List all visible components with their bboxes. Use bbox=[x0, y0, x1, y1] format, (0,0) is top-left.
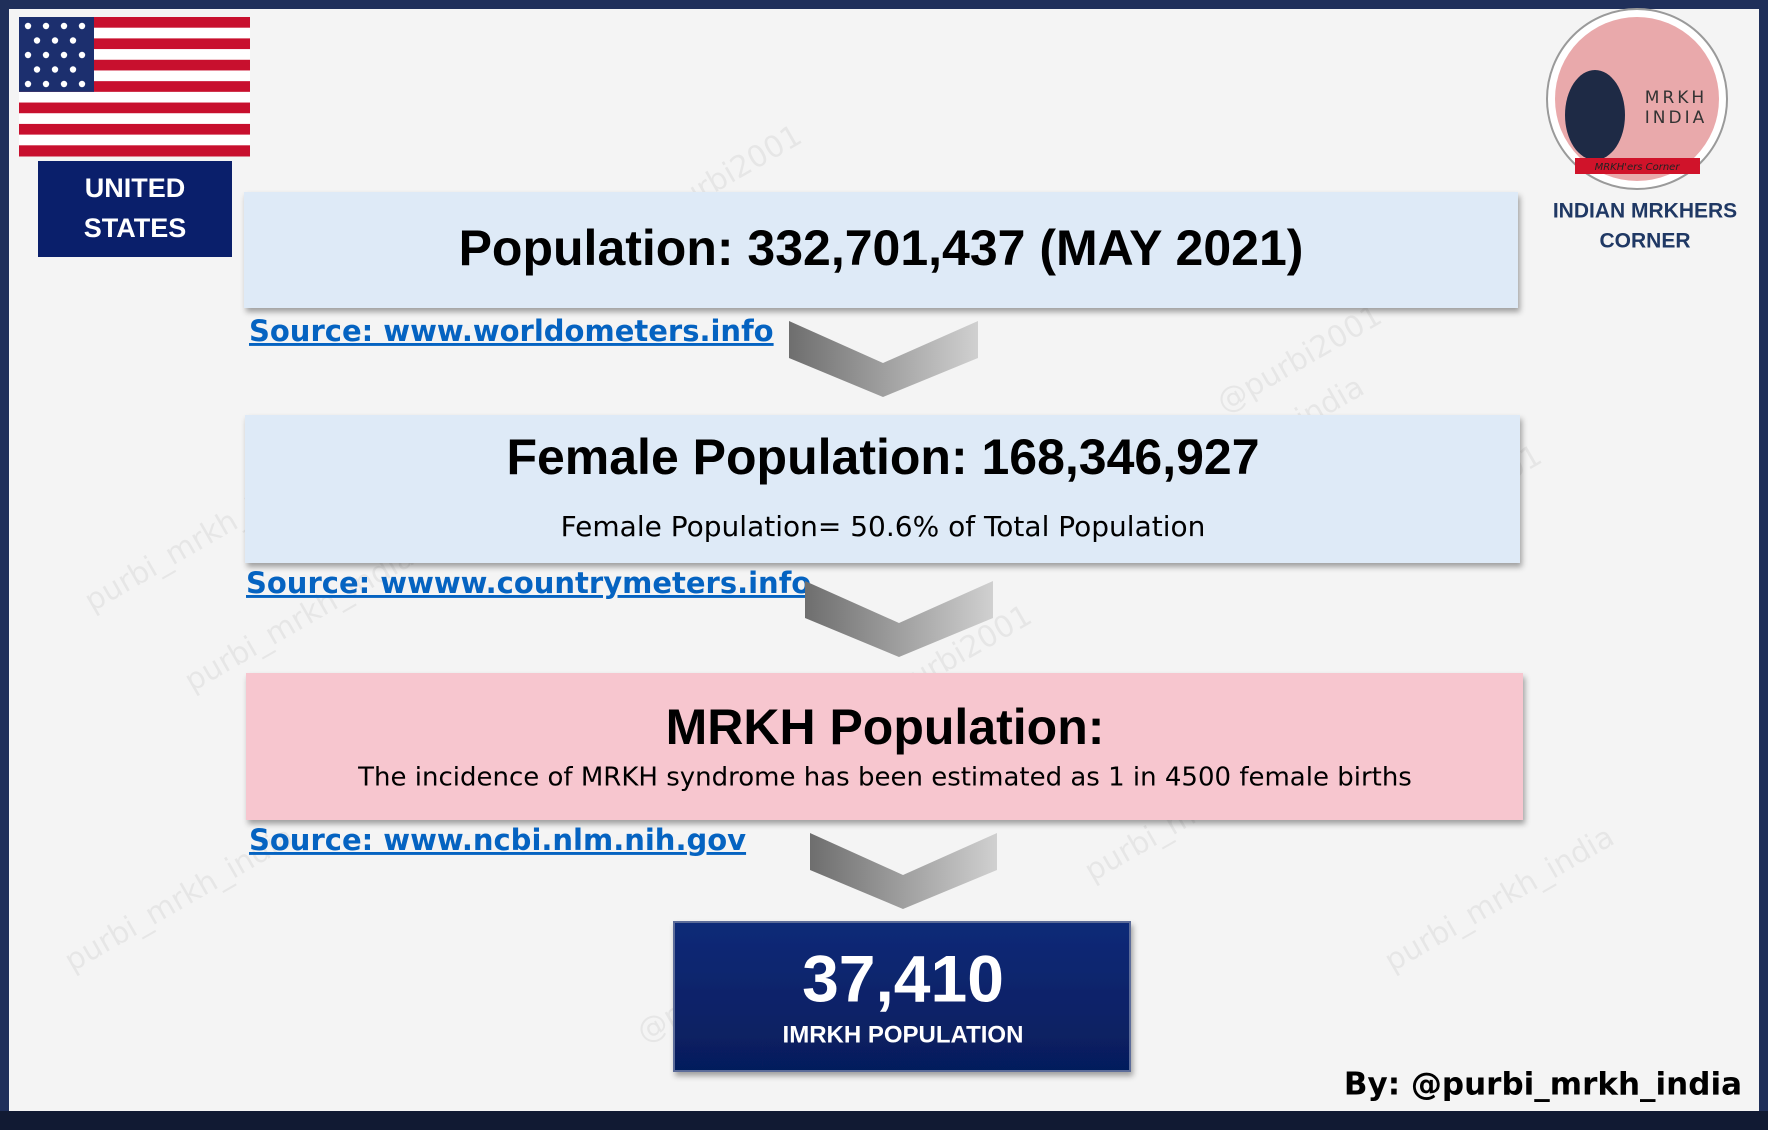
country-label: UNITED bbox=[85, 173, 186, 203]
country-label: STATES bbox=[84, 213, 187, 243]
logo-caption: CORNER bbox=[1599, 230, 1690, 253]
flag-star bbox=[24, 80, 32, 88]
bottom-bar bbox=[0, 1111, 1768, 1130]
female-box bbox=[245, 415, 1520, 563]
flag-stripe bbox=[19, 70, 250, 82]
logo-banner bbox=[1575, 158, 1700, 174]
step-title: MRKH Population: bbox=[666, 699, 1105, 755]
logo: MRKH INDIA MRKH'ers Corner bbox=[1546, 8, 1728, 190]
flag-stripe bbox=[19, 123, 250, 136]
flag-stripe bbox=[19, 134, 250, 146]
us-flag bbox=[19, 17, 250, 157]
mrkh-box bbox=[246, 673, 1523, 820]
flag-star bbox=[51, 66, 59, 73]
flag-star bbox=[33, 66, 41, 73]
logo-figure bbox=[1565, 70, 1625, 160]
result-value: 37,410 bbox=[802, 941, 1004, 1015]
byline: By: @purbi_mrkh_india bbox=[1344, 1067, 1742, 1103]
source-link[interactable]: Source: www.worldometers.info bbox=[249, 314, 774, 348]
logo-banner-text: MRKH'ers Corner bbox=[1595, 162, 1681, 173]
flag-star bbox=[51, 37, 59, 44]
flag-star bbox=[78, 80, 86, 88]
flag-star bbox=[69, 66, 77, 73]
flag-star bbox=[78, 51, 86, 59]
logo-caption: INDIAN MRKHERS bbox=[1553, 200, 1737, 223]
flag-stripe bbox=[19, 27, 250, 39]
result-box bbox=[673, 921, 1131, 1072]
flag-star bbox=[24, 22, 32, 30]
flag-star bbox=[42, 80, 50, 88]
flag-stripe bbox=[19, 145, 250, 157]
country-box bbox=[38, 161, 232, 257]
arrow-chevron bbox=[805, 581, 993, 657]
flag-stripe bbox=[19, 81, 250, 93]
source-link[interactable]: Source: wwww.countrymeters.info bbox=[246, 566, 811, 600]
logo-text: MRKH bbox=[1645, 88, 1707, 108]
flag-stripe bbox=[19, 102, 250, 114]
flag-stripe bbox=[19, 91, 250, 104]
step-subtitle: Female Population= 50.6% of Total Popula… bbox=[561, 510, 1206, 543]
arrow-chevron bbox=[789, 321, 978, 397]
flag-star bbox=[42, 51, 50, 59]
flag-star bbox=[42, 22, 50, 30]
step-subtitle: The incidence of MRKH syndrome has been … bbox=[357, 763, 1412, 793]
flag-star bbox=[78, 22, 86, 30]
flag-stripe bbox=[19, 17, 250, 29]
step-title: Female Population: 168,346,927 bbox=[506, 429, 1259, 485]
arrow-chevron bbox=[810, 833, 997, 909]
logo-text: INDIA bbox=[1645, 108, 1707, 128]
population-box bbox=[244, 192, 1518, 308]
flag-star bbox=[60, 80, 68, 88]
flag-star bbox=[60, 51, 68, 59]
flag-stripe bbox=[19, 59, 250, 71]
flag-star bbox=[60, 22, 68, 30]
flag-star bbox=[69, 37, 77, 44]
step-title: Population: 332,701,437 (MAY 2021) bbox=[459, 220, 1304, 276]
flag-stripe bbox=[19, 38, 250, 50]
flag-stripe bbox=[19, 113, 250, 125]
flag-star bbox=[24, 51, 32, 59]
result-label: IMRKH POPULATION bbox=[783, 1021, 1024, 1048]
flag-star bbox=[33, 37, 41, 44]
source-link[interactable]: Source: www.ncbi.nlm.nih.gov bbox=[249, 823, 746, 857]
flag-stripe bbox=[19, 49, 250, 61]
